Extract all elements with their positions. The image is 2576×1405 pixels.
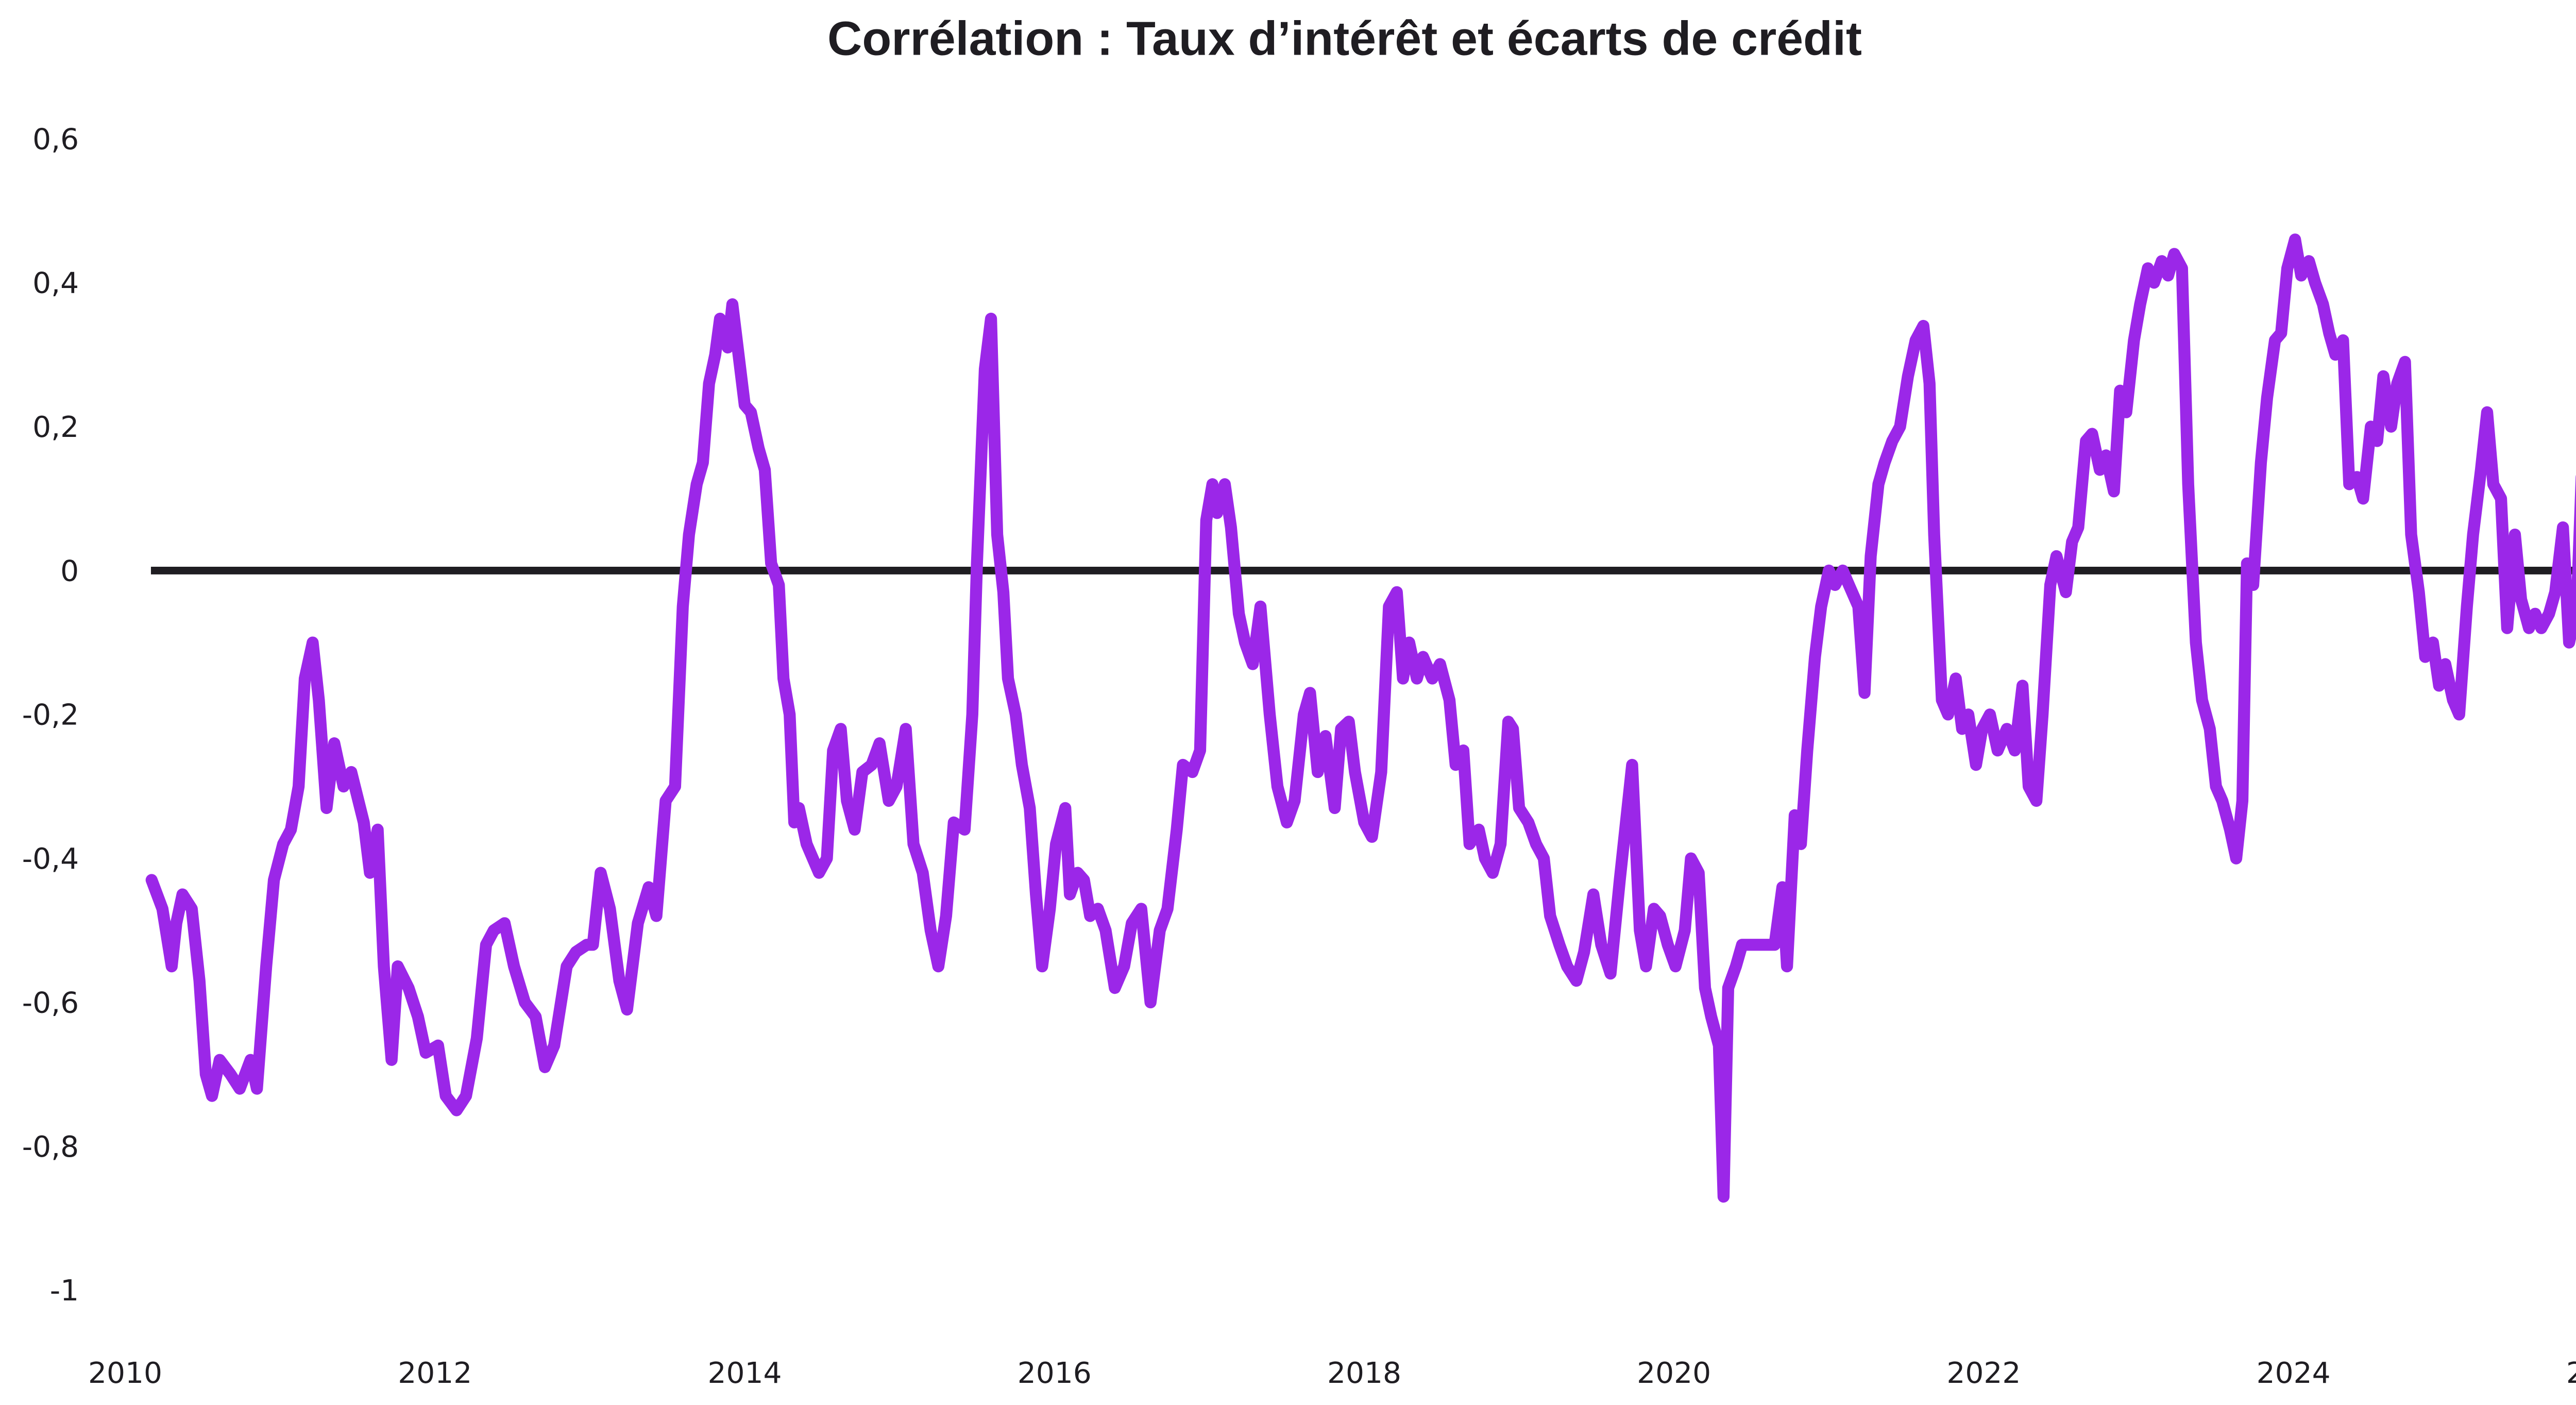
chart-title: Corrélation : Taux d’intérêt et écarts d… <box>827 11 1862 65</box>
y-tick-label: -0,4 <box>22 842 79 876</box>
y-tick-label: 0,2 <box>32 410 79 444</box>
x-tick-label: 2014 <box>707 1356 782 1390</box>
y-tick-label: -0,8 <box>22 1130 79 1164</box>
y-tick-label: 0,4 <box>32 266 79 300</box>
y-tick-label: -1 <box>50 1274 79 1308</box>
x-axis: 2010 2012 2014 2016 2018 2020 2022 2024 2026 <box>88 1356 2576 1390</box>
x-tick-label: 2016 <box>1018 1356 1092 1390</box>
x-tick-label: 2020 <box>1637 1356 1711 1390</box>
y-tick-label: 0 <box>60 554 79 588</box>
y-tick-label: -0,2 <box>22 698 79 732</box>
x-tick-label: 2024 <box>2257 1356 2331 1390</box>
series-line <box>145 233 2576 1203</box>
y-axis: 0,6 0,4 0,2 0 -0,2 -0,4 -0,6 -0,8 -1 <box>22 122 79 1308</box>
x-tick-label: 2018 <box>1327 1356 1401 1390</box>
x-tick-label: 2010 <box>88 1356 162 1390</box>
x-tick-label: 2026 <box>2566 1356 2576 1390</box>
y-tick-label: 0,6 <box>32 122 79 156</box>
y-tick-label: -0,6 <box>22 986 79 1020</box>
x-tick-label: 2012 <box>398 1356 472 1390</box>
x-tick-label: 2022 <box>1946 1356 2021 1390</box>
